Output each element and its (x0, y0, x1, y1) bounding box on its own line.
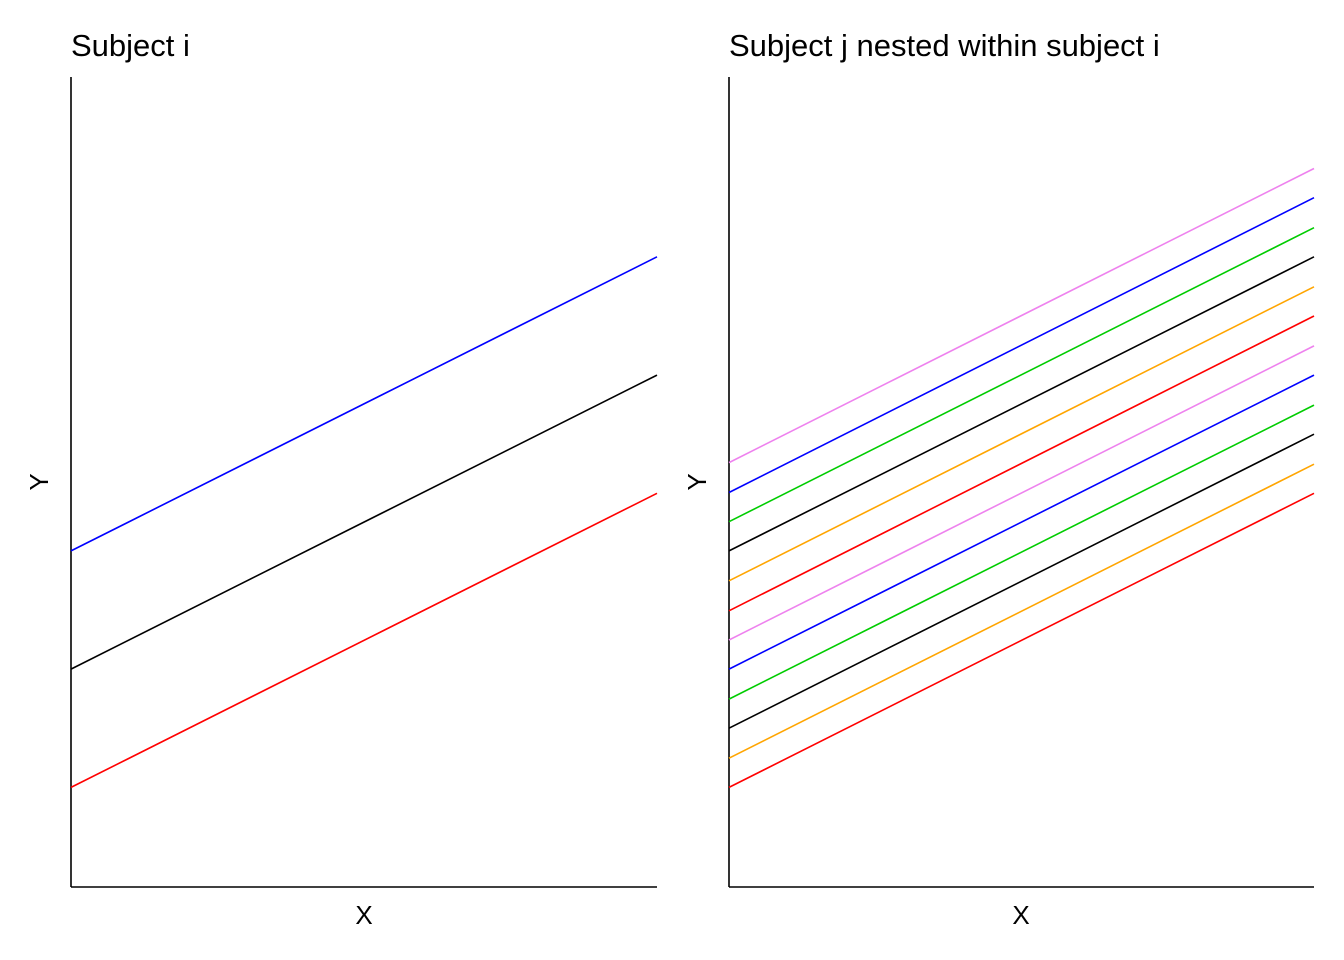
series-line-9 (728, 404, 1315, 700)
series-line-6 (728, 315, 1315, 612)
series-line-12 (728, 492, 1315, 789)
series-group (728, 167, 1315, 789)
series-line-8 (728, 374, 1315, 670)
panel-subject-j: Subject j nested within subject i X Y (682, 28, 1315, 930)
panel-subject-i: Subject i X Y (24, 28, 658, 930)
y-axis-label: Y (24, 473, 54, 490)
series-group (70, 256, 658, 789)
series-line-10 (728, 433, 1315, 729)
series-line-3 (70, 492, 658, 789)
y-axis-label: Y (682, 473, 712, 490)
series-line-3 (728, 226, 1315, 523)
series-line-7 (728, 345, 1315, 641)
series-line-11 (728, 463, 1315, 759)
series-line-2 (728, 196, 1315, 494)
series-line-5 (728, 286, 1315, 582)
x-axis-label: X (355, 900, 372, 930)
panel-title: Subject i (71, 28, 190, 63)
series-line-4 (728, 256, 1315, 552)
series-line-1 (70, 256, 658, 552)
series-line-2 (70, 374, 658, 670)
series-line-1 (728, 167, 1315, 464)
panel-title: Subject j nested within subject i (729, 28, 1160, 63)
x-axis-label: X (1012, 900, 1029, 930)
